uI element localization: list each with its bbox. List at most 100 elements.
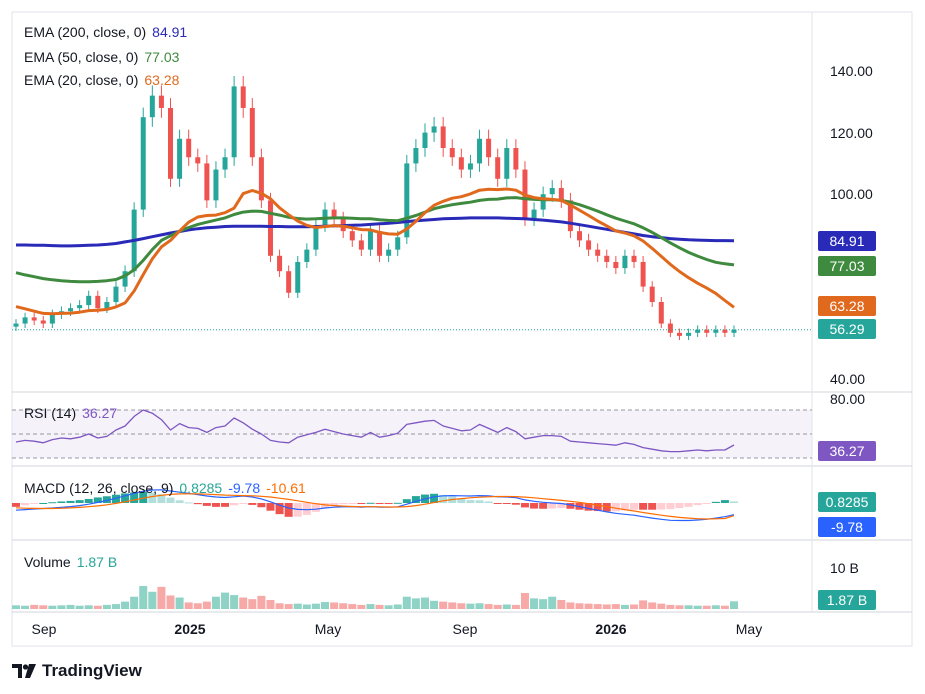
volume-bar [620,604,629,609]
candle-body [386,249,392,256]
candle-body [722,329,728,333]
time-label: May [314,621,342,637]
candle-body [595,249,601,256]
macd-histogram-bar [657,503,666,510]
candle-body [149,95,155,118]
legend-rsi: RSI (14) 36.27 [24,405,117,421]
macd-histogram-bar [548,503,557,509]
last-price-tag: 56.29 [818,319,876,339]
candle-body [686,332,692,336]
volume-bar [139,586,148,609]
volume-bar [130,596,139,609]
volume-bar [602,604,611,609]
legend-ema20-label: EMA (20, close, 0) [24,72,139,88]
volume-bar [566,602,575,609]
volume-bar [657,603,666,609]
macd-histogram-bar [21,503,30,506]
candle-body [504,148,510,179]
volume-bar [502,604,511,609]
volume-bar [157,586,166,609]
macd-histogram-bar [720,500,729,503]
volume-bar [402,596,411,609]
candle-body [213,169,219,201]
candle-body [186,138,192,158]
volume-bar [211,596,220,609]
macd-histogram-bar [211,503,220,507]
volume-bar [111,604,120,609]
volume-bar [39,605,48,609]
candle-body [68,308,74,312]
volume-bar [439,601,448,609]
candle-body [331,209,337,219]
volume-bar [420,597,429,609]
volume-bar [230,595,239,609]
volume-bar [611,604,620,609]
candle-body [49,314,55,324]
signal-line [15,493,735,520]
candle-body [513,148,519,170]
macd-histogram-bar [139,491,148,503]
volume-bar [202,601,211,609]
macd-histogram-bar [675,503,684,508]
candle-body [222,157,228,170]
macd-histogram-bar [193,503,202,505]
macd-histogram-bar [730,501,738,503]
volume-bar [330,602,339,609]
candle-body [613,261,619,269]
candle-body [286,271,292,293]
signal-value-tag: -9.78 [818,517,876,537]
legend-volume-value: 1.87 B [76,554,118,570]
candle-body [622,255,628,269]
macd-histogram-bar [166,497,175,503]
legend-rsi-label: RSI (14) [24,405,77,421]
volume-bar [266,599,275,609]
tradingview-logo[interactable]: TradingView [12,661,142,681]
macd-histogram-bar [630,503,639,510]
candle-body [304,249,310,262]
legend-volume-label: Volume [24,554,71,570]
volume-bar [75,605,84,609]
legend-rsi-value: 36.27 [82,405,118,421]
volume-bar [511,604,520,609]
volume-bar [430,600,439,609]
legend-ema20-value: 63.28 [144,72,180,88]
candle-body [631,255,637,262]
price-tick: 140.00 [830,63,873,79]
volume-bar [48,605,57,609]
candle-body [495,157,501,179]
volume-bar [348,604,357,609]
time-label: May [735,621,763,637]
ema200-price-tag: 84.91 [818,231,876,251]
macd-histogram-bar [584,503,593,511]
candle-body [249,107,255,158]
macd-histogram-bar [66,500,75,503]
macd-histogram-bar [493,503,502,504]
macd-histogram-bar [339,503,348,505]
volume-bar [311,603,320,609]
brand-name: TradingView [42,661,142,680]
price-tick: 120.00 [830,125,873,141]
volume-value-tag: 1.87 B [818,590,876,610]
volume-bar [457,603,466,609]
volume-bar [121,601,130,609]
candle-body [95,295,101,309]
macd-histogram-bar [302,503,311,515]
volume-bar [711,605,720,609]
candle-body [377,231,383,256]
macd-histogram-bar [639,503,648,510]
macd-histogram-bar [648,503,657,510]
macd-histogram-bar [484,501,493,503]
candle-body [486,138,492,158]
legend-macd-label: MACD (12, 26, close, 9) [24,480,174,496]
candle-body [440,126,446,148]
candle-body [140,117,146,210]
candle-body [168,107,174,179]
macd-histogram-bar [457,498,466,503]
volume-bar [730,601,738,609]
rsi-line [15,409,735,453]
macd-histogram-bar [330,503,339,506]
macd-histogram-bar [39,503,48,504]
candle-body [13,323,19,327]
legend-ema20: EMA (20, close, 0) 63.28 [24,72,179,88]
macd-histogram-bar [248,503,257,505]
